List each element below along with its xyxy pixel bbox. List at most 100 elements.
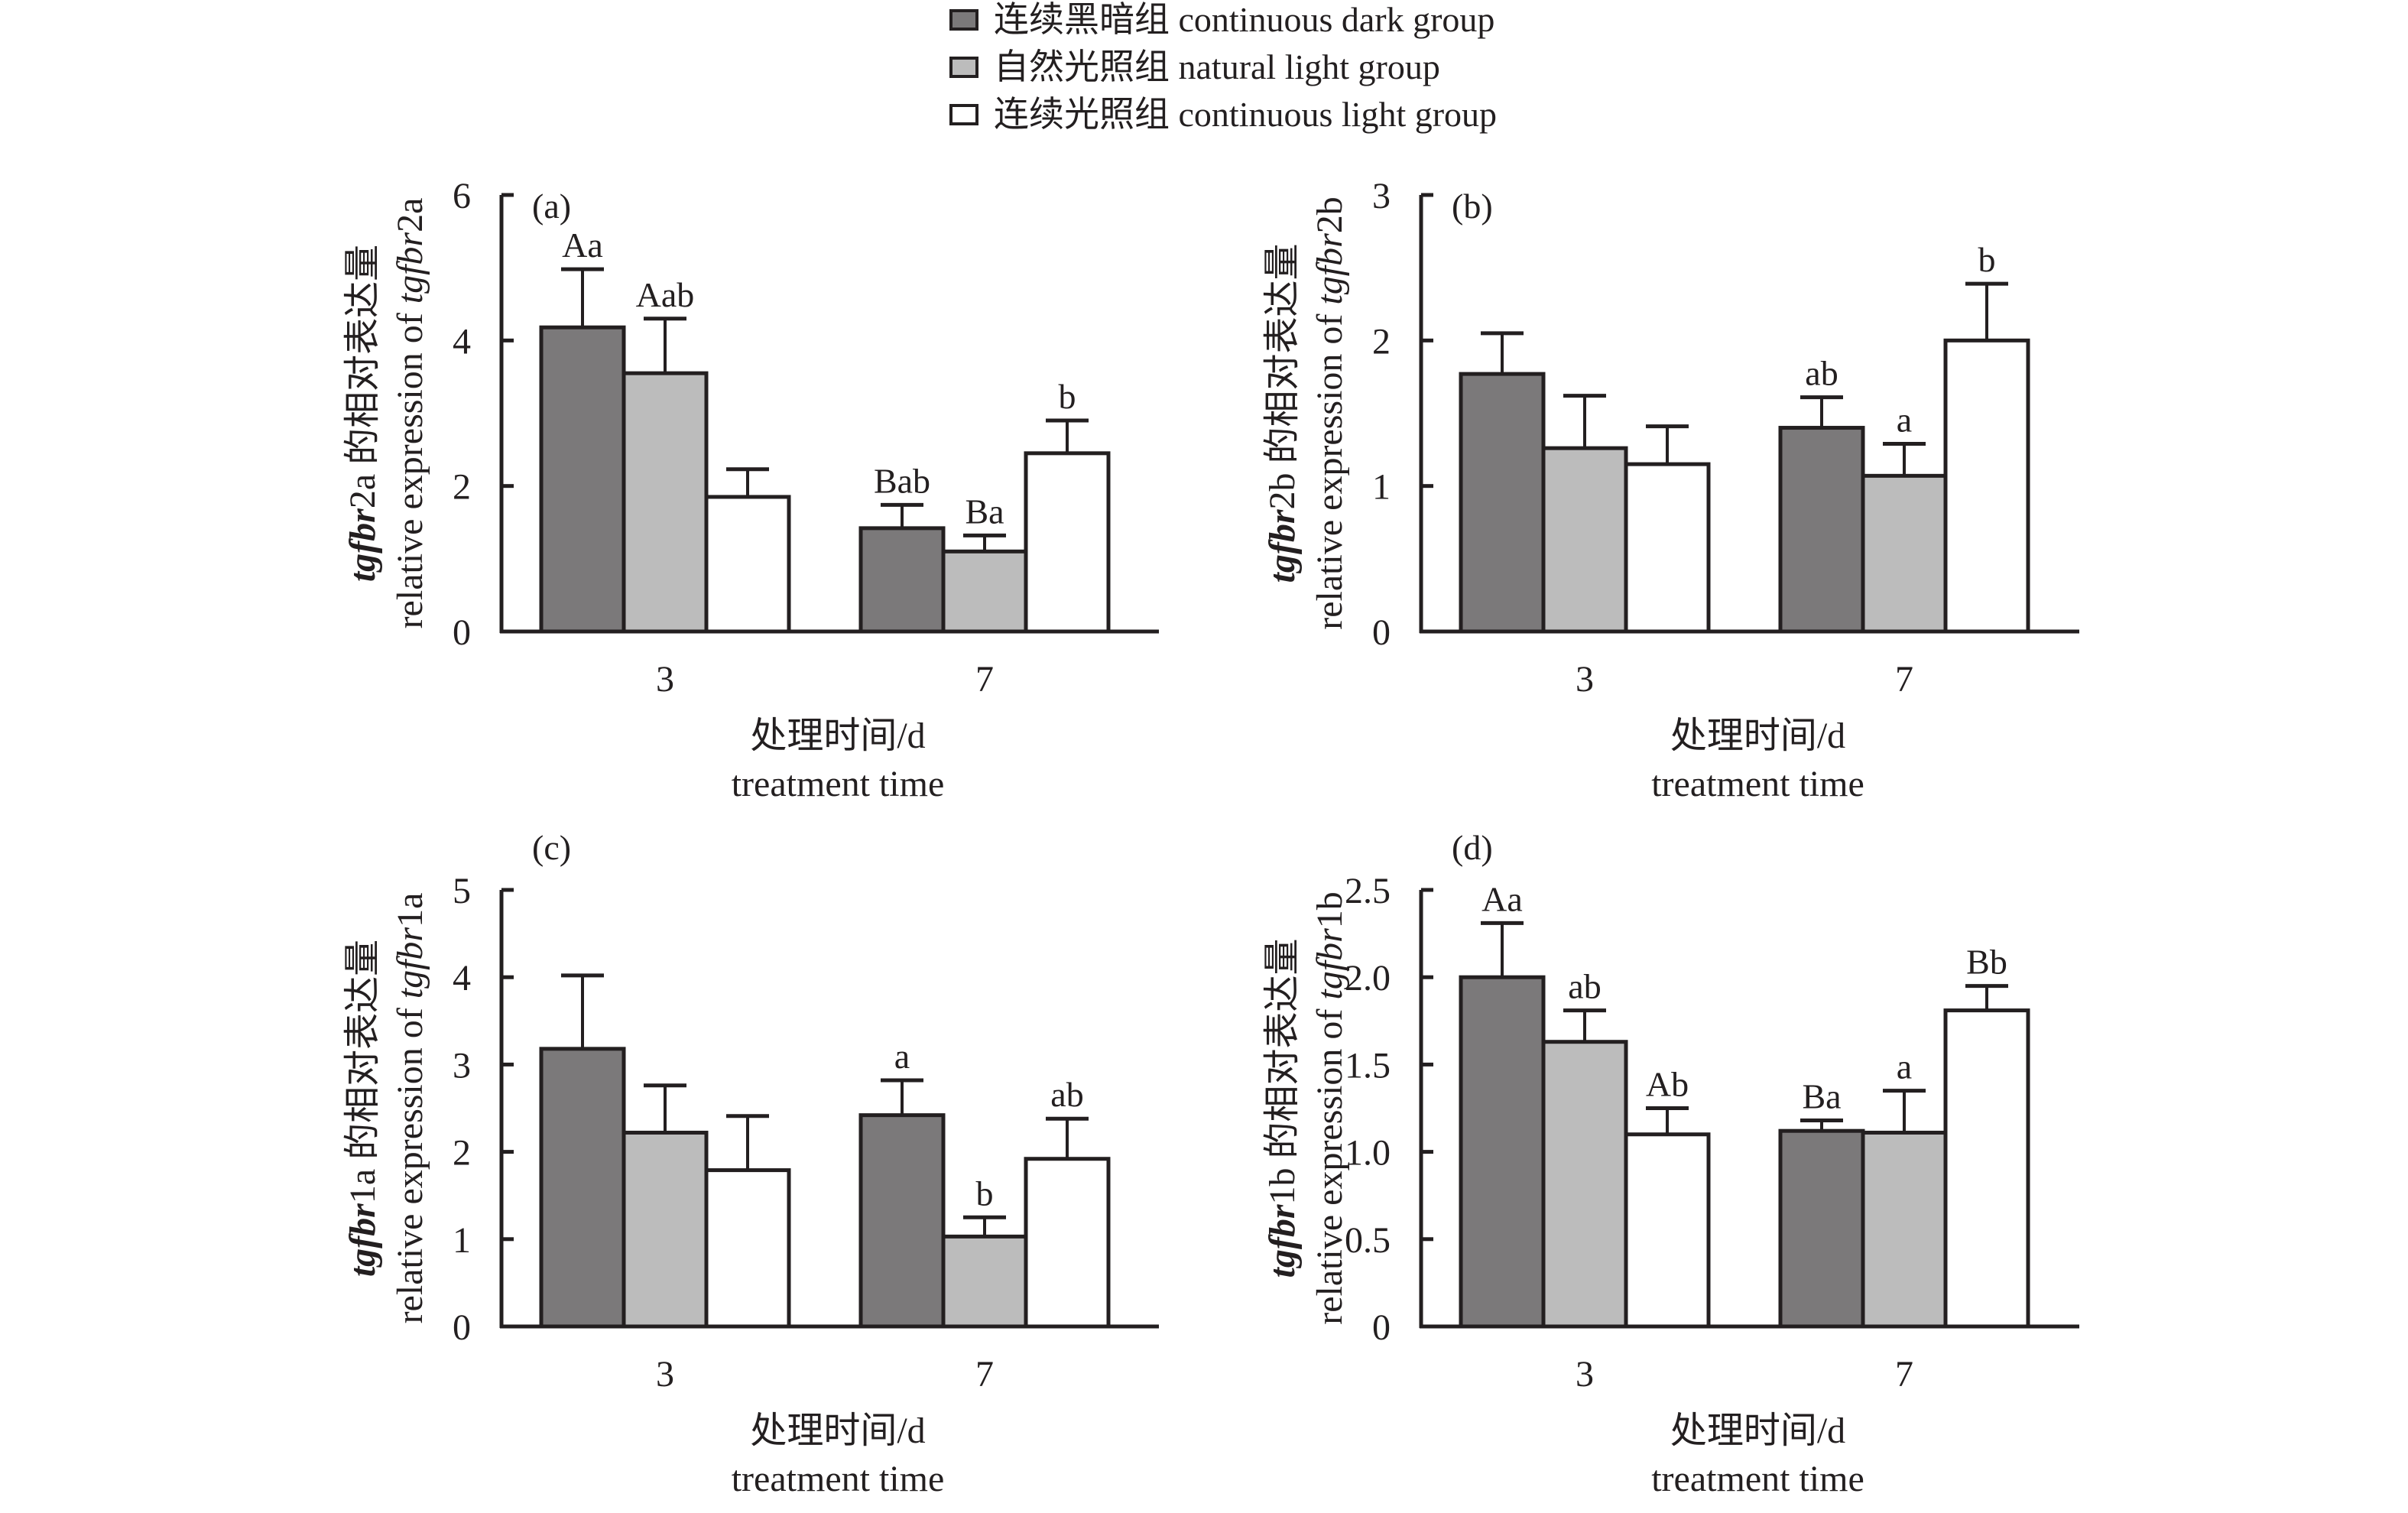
x-axis-label-en: treatment time bbox=[732, 764, 945, 804]
y-axis-label-line1: tgfbr1b 的相对表达量 bbox=[1262, 938, 1303, 1278]
x-axis-label-cn: 处理时间/d bbox=[750, 716, 925, 756]
y-tick-label: 2.0 bbox=[1345, 958, 1391, 998]
significance-label: Aab bbox=[636, 275, 695, 314]
y-axis-label-en-suffix: 2b bbox=[1309, 196, 1350, 233]
bar bbox=[1778, 426, 1865, 634]
x-axis-label-cn: 处理时间/d bbox=[750, 1411, 925, 1451]
y-axis-label-en-prefix: relative expression of bbox=[390, 304, 430, 628]
y-axis-label-cn: 1a 的相对表达量 bbox=[342, 940, 383, 1203]
bar bbox=[858, 526, 946, 634]
legend-label: 自然光照组 natural light group bbox=[994, 47, 1440, 86]
bar bbox=[1541, 446, 1628, 634]
x-axis-label-en: treatment time bbox=[1651, 1459, 1864, 1499]
panel-label: (b) bbox=[1452, 187, 1493, 226]
y-axis-label: tgfbr2b 的相对表达量 relative expression of tgf… bbox=[1262, 196, 1350, 630]
y-axis-gene-italic-en: tgfbr bbox=[1309, 233, 1350, 305]
y-axis-label: tgfbr2a 的相对表达量 relative expression of tgf… bbox=[342, 198, 430, 629]
bar bbox=[1024, 451, 1111, 634]
y-axis-label-line2: relative expression of tgfbr1a bbox=[390, 893, 430, 1324]
significance-label: a bbox=[894, 1037, 910, 1076]
significance-label: ab bbox=[1805, 354, 1838, 393]
x-tick-label: 3 bbox=[656, 1354, 674, 1394]
x-axis-label-cn: 处理时间/d bbox=[1670, 716, 1845, 756]
y-axis-label-en-prefix: relative expression of bbox=[1309, 305, 1350, 630]
y-axis-label-en-suffix: 2a bbox=[390, 198, 430, 232]
y-tick-label: 0 bbox=[453, 612, 471, 653]
significance-label: b bbox=[976, 1174, 994, 1213]
x-tick-label: 3 bbox=[656, 659, 674, 700]
x-tick-label: 7 bbox=[975, 1354, 994, 1394]
y-axis-gene-italic: tgfbr bbox=[342, 1203, 383, 1277]
y-tick-label: 4 bbox=[453, 321, 471, 362]
y-axis-label-cn: 2a 的相对表达量 bbox=[342, 245, 383, 508]
significance-label: Aa bbox=[1481, 879, 1523, 918]
y-axis-label-en-suffix: 1b bbox=[1309, 891, 1350, 928]
y-axis-gene-italic-en: tgfbr bbox=[390, 927, 430, 999]
y-axis-gene-italic-en: tgfbr bbox=[1309, 928, 1350, 1000]
y-tick-label: 1.5 bbox=[1345, 1045, 1391, 1086]
y-axis-label-line2: relative expression of tgfbr1b bbox=[1309, 891, 1350, 1325]
y-tick-label: 2.5 bbox=[1345, 871, 1391, 911]
y-tick-label: 1 bbox=[1372, 467, 1391, 508]
x-tick-label: 7 bbox=[1895, 1354, 1913, 1394]
significance-label: ab bbox=[1050, 1075, 1083, 1114]
bar bbox=[539, 1047, 626, 1329]
y-tick-label: 0 bbox=[1372, 612, 1391, 653]
bar bbox=[1459, 372, 1546, 634]
x-axis-label-en: treatment time bbox=[732, 1459, 945, 1499]
y-tick-label: 0 bbox=[1372, 1307, 1391, 1348]
significance-label: Ab bbox=[1646, 1065, 1689, 1104]
bar bbox=[1541, 1040, 1628, 1329]
y-tick-label: 3 bbox=[1372, 176, 1391, 216]
y-tick-label: 6 bbox=[453, 176, 471, 216]
bar bbox=[941, 1234, 1028, 1329]
y-axis-label-cn: 2b 的相对表达量 bbox=[1262, 243, 1303, 509]
bar bbox=[621, 371, 709, 634]
legend-label: 连续黑暗组 continuous dark group bbox=[994, 0, 1494, 39]
y-axis-label-en-prefix: relative expression of bbox=[390, 998, 430, 1323]
y-axis-gene-italic: tgfbr bbox=[1262, 508, 1303, 583]
y-axis-label-line2: relative expression of tgfbr2a bbox=[390, 198, 430, 629]
chart-panel-d: Aa Ba ab a Ab Bb 0 0.5 1.0 1.5 2.0 2.5 (d) 3 7 处理时间/d tr… bbox=[1262, 828, 2079, 1499]
x-axis-label-en: treatment time bbox=[1651, 764, 1864, 804]
bar bbox=[1861, 1130, 1948, 1329]
y-axis-label-cn: 1b 的相对表达量 bbox=[1262, 938, 1303, 1204]
bar bbox=[704, 1168, 791, 1329]
y-axis-label-line1: tgfbr2b 的相对表达量 bbox=[1262, 243, 1303, 583]
bar bbox=[704, 495, 791, 634]
legend-swatch bbox=[949, 104, 978, 125]
significance-label: Aa bbox=[562, 226, 603, 265]
y-tick-label: 0 bbox=[453, 1307, 471, 1348]
bar bbox=[858, 1113, 946, 1329]
y-tick-label: 3 bbox=[453, 1045, 471, 1086]
legend-label: 连续光照组 continuous light group bbox=[994, 95, 1497, 134]
significance-label: Ba bbox=[965, 492, 1004, 531]
y-axis-gene-italic-en: tgfbr bbox=[390, 232, 430, 304]
legend-item: 连续黑暗组 continuous dark group bbox=[949, 0, 1494, 39]
bar bbox=[1943, 338, 2030, 634]
bar bbox=[941, 549, 1028, 634]
y-tick-label: 2 bbox=[453, 1133, 471, 1174]
y-axis-label-en-suffix: 1a bbox=[390, 893, 430, 927]
y-axis-label-line1: tgfbr2a 的相对表达量 bbox=[342, 245, 383, 582]
bar bbox=[1459, 975, 1546, 1329]
bar bbox=[1624, 1132, 1711, 1329]
y-axis-gene-italic: tgfbr bbox=[342, 508, 383, 582]
legend: 连续黑暗组 continuous dark group 自然光照组 natural… bbox=[949, 0, 1497, 134]
x-tick-label: 3 bbox=[1576, 659, 1594, 700]
y-tick-label: 5 bbox=[453, 871, 471, 911]
y-tick-label: 2 bbox=[1372, 321, 1391, 362]
x-tick-label: 7 bbox=[1895, 659, 1913, 700]
y-tick-label: 0.5 bbox=[1345, 1220, 1391, 1261]
y-tick-label: 4 bbox=[453, 958, 471, 998]
legend-item: 自然光照组 natural light group bbox=[949, 47, 1440, 86]
bar bbox=[1861, 473, 1948, 634]
significance-label: a bbox=[1897, 1047, 1912, 1086]
y-axis-label: tgfbr1a 的相对表达量 relative expression of tgf… bbox=[342, 893, 430, 1324]
bar bbox=[621, 1130, 709, 1329]
x-tick-label: 3 bbox=[1576, 1354, 1594, 1394]
